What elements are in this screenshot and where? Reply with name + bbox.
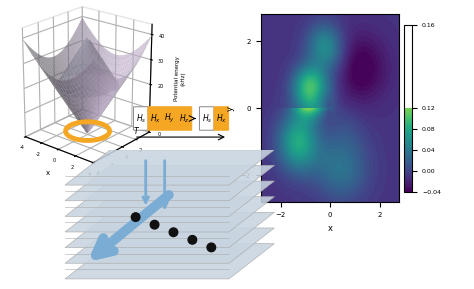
Y-axis label: y: y xyxy=(226,106,235,111)
Circle shape xyxy=(150,221,159,229)
Polygon shape xyxy=(65,244,274,279)
Polygon shape xyxy=(65,150,274,185)
Circle shape xyxy=(207,243,216,252)
Polygon shape xyxy=(65,212,274,248)
Text: $H_x$: $H_x$ xyxy=(150,112,161,125)
Polygon shape xyxy=(65,181,274,216)
Text: $H_s$: $H_s$ xyxy=(201,112,212,125)
Circle shape xyxy=(169,228,178,236)
FancyBboxPatch shape xyxy=(177,107,191,130)
Polygon shape xyxy=(65,165,274,201)
Text: $H_x$: $H_x$ xyxy=(216,112,227,125)
Text: $H_y$: $H_y$ xyxy=(164,112,175,125)
Text: $H_z$: $H_z$ xyxy=(179,112,190,125)
FancyBboxPatch shape xyxy=(214,107,228,130)
Text: $H_s$: $H_s$ xyxy=(136,112,146,125)
Y-axis label: y: y xyxy=(132,167,137,173)
Circle shape xyxy=(188,236,197,244)
FancyBboxPatch shape xyxy=(134,107,148,130)
Polygon shape xyxy=(65,197,274,232)
X-axis label: x: x xyxy=(328,224,333,233)
FancyBboxPatch shape xyxy=(200,107,214,130)
Circle shape xyxy=(131,213,140,221)
FancyBboxPatch shape xyxy=(148,107,163,130)
FancyBboxPatch shape xyxy=(163,107,177,130)
Text: $T$: $T$ xyxy=(133,125,140,136)
X-axis label: x: x xyxy=(46,171,50,177)
Polygon shape xyxy=(65,228,274,263)
